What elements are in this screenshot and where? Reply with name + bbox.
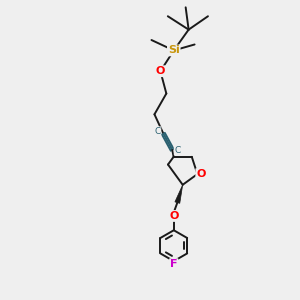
Text: C: C bbox=[175, 146, 181, 154]
Text: Si: Si bbox=[168, 45, 180, 56]
Polygon shape bbox=[175, 185, 183, 203]
Text: C: C bbox=[154, 127, 161, 136]
Text: O: O bbox=[196, 169, 206, 179]
Text: O: O bbox=[156, 66, 165, 76]
Text: F: F bbox=[170, 259, 178, 269]
Text: O: O bbox=[169, 211, 178, 221]
